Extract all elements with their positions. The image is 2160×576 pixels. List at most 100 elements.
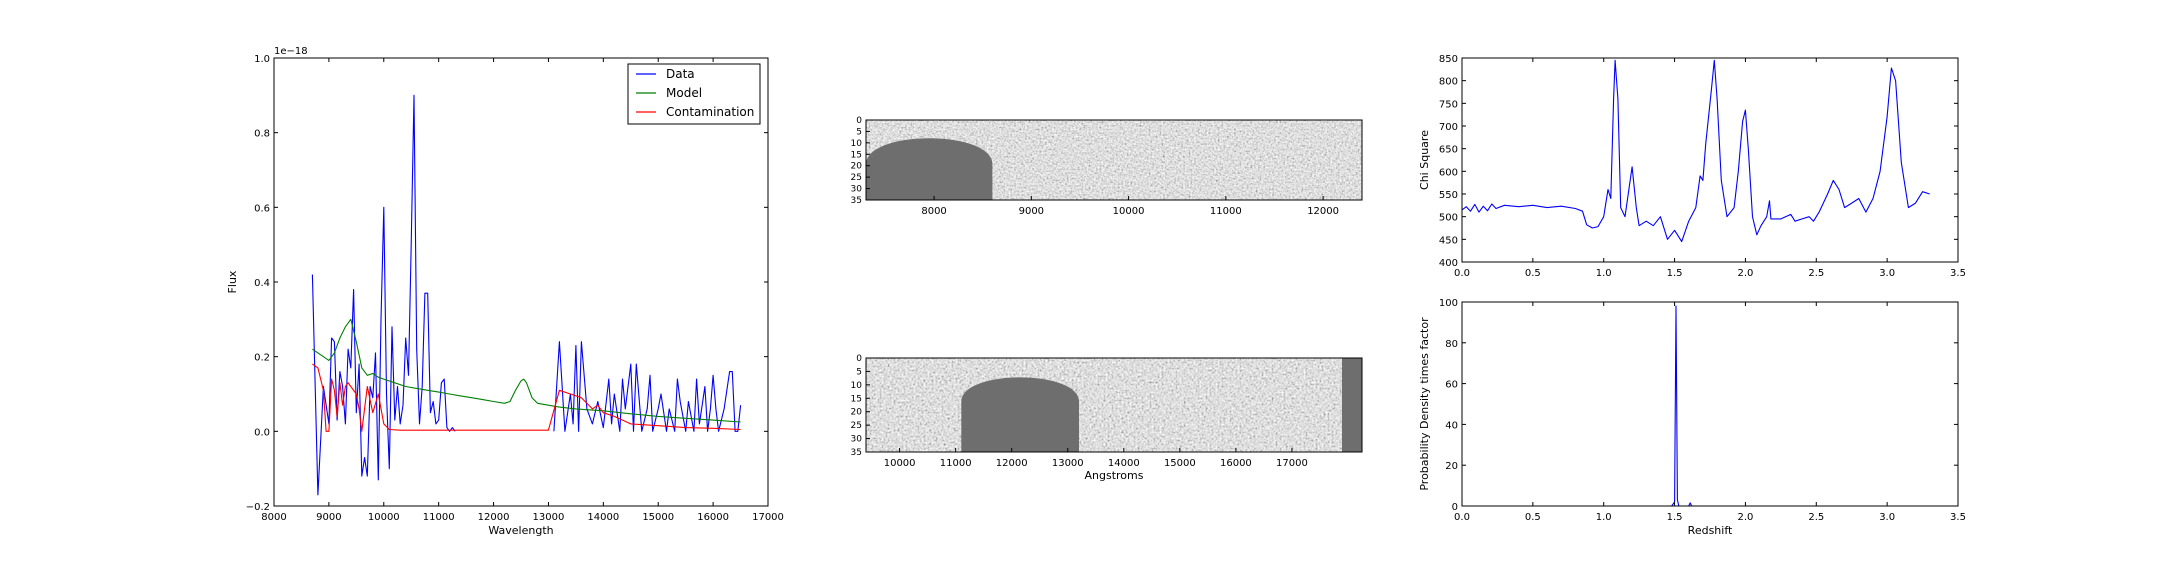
spectrum-1-x-tick-label: 8000: [921, 206, 946, 217]
spectrum-2-x-tick-label: 15000: [1164, 458, 1196, 469]
spectrum-2-masked-region: [961, 377, 1079, 452]
chi-square-x-tick-label: 3.5: [1950, 268, 1966, 279]
probability-density-y-tick-label: 60: [1445, 380, 1458, 391]
spectrum-2-y-tick-label: 10: [851, 381, 863, 391]
probability-density-y-ticks: 0 20 40 60 80 100: [1439, 298, 1958, 513]
probability-density-x-tick-label: 3.0: [1879, 512, 1895, 523]
flux-x-tick-label: 9000: [316, 512, 341, 523]
chi-square-x-tick-label: 0.5: [1525, 268, 1541, 279]
probability-density-y-tick-label: 40: [1445, 420, 1458, 431]
chi-square-y-tick-label: 400: [1439, 258, 1458, 269]
legend-label-data: Data: [666, 67, 695, 81]
flux-x-tick-label: 17000: [752, 512, 784, 523]
flux-series-data: [553, 341, 742, 432]
spectrum-1-y-tick-label: 15: [851, 150, 862, 160]
chi-square-y-tick-label: 550: [1439, 190, 1458, 201]
spectrum-1-frame: [865, 119, 1363, 201]
flux-y-tick-label: 1.0: [254, 54, 270, 65]
flux-offset-label: 1e−18: [274, 46, 308, 57]
flux-axes-frame: [273, 57, 769, 507]
flux-x-ticks: 8000 9000 10000 11000 12000 13000 14000 15000 16…: [261, 58, 784, 523]
probability-density-y-axis-label: Probability Density times factor: [1418, 317, 1431, 491]
flux-x-tick-label: 12000: [478, 512, 510, 523]
chi-square-x-tick-label: 1.0: [1596, 268, 1612, 279]
spectrum-1-y-tick-label: 5: [856, 127, 862, 137]
probability-density-x-tick-label: 0.5: [1525, 512, 1541, 523]
spectrum-2-y-tick-label: 0: [856, 354, 862, 364]
chi-square-y-tick-label: 750: [1439, 99, 1458, 110]
probability-density-x-tick-label: 1.0: [1596, 512, 1612, 523]
spectrum-1-y-tick-label: 10: [851, 139, 863, 149]
chi-square-y-tick-label: 800: [1439, 77, 1458, 88]
spectrum-2-y-tick-label: 5: [856, 367, 862, 377]
spectrum-2-y-tick-label: 15: [851, 394, 862, 404]
spectrum-1-y-tick-label: 30: [851, 185, 863, 195]
spectrum-2-x-tick-label: 14000: [1108, 458, 1140, 469]
flux-y-tick-label: 0.6: [254, 203, 270, 214]
flux-y-tick-label: −0.2: [246, 502, 270, 513]
probability-density-x-ticks: 0.0 0.5 1.0 1.5 2.0 2.5 3.0 3.5: [1454, 302, 1966, 523]
spectrum-1-masked-region: [866, 138, 993, 200]
probability-density-chart: 0.0 0.5 1.0 1.5 2.0 2.5 3.0 3.5 0 20 40 60 80 100 Re…: [1418, 298, 1966, 537]
probability-density-y-tick-label: 80: [1445, 339, 1458, 350]
flux-x-tick-label: 8000: [261, 512, 286, 523]
chi-square-y-tick-label: 650: [1439, 145, 1458, 156]
chi-square-y-ticks: 400 450 500 550 600 650 700 750 800 850: [1439, 54, 1958, 269]
flux-y-ticks: −0.2 0.0 0.2 0.4 0.6 0.8 1.0: [246, 54, 768, 513]
spectrum-2-x-axis-label: Angstroms: [1085, 469, 1144, 482]
spectrum-image-2: 10000 11000 12000 13000 14000 15000 16000 17000…: [851, 354, 1363, 482]
spectrum-1-x-tick-label: 10000: [1113, 206, 1145, 217]
spectrum-1-y-tick-label: 35: [851, 196, 862, 206]
spectrum-2-x-tick-label: 13000: [1052, 458, 1084, 469]
chi-square-plot-area: [1461, 59, 1930, 243]
probability-density-x-axis-label: Redshift: [1688, 524, 1733, 537]
flux-x-axis-label: Wavelength: [488, 524, 553, 537]
flux-series-data: [311, 94, 456, 496]
probability-density-x-tick-label: 0.0: [1454, 512, 1470, 523]
chi-square-y-tick-label: 600: [1439, 167, 1458, 178]
flux-x-tick-label: 16000: [697, 512, 729, 523]
spectrum-1-x-tick-label: 12000: [1307, 206, 1339, 217]
spectrum-1-y-tick-label: 20: [851, 162, 863, 172]
chi-square-y-tick-label: 450: [1439, 235, 1458, 246]
spectrum-2-y-tick-label: 35: [851, 448, 862, 458]
chi-square-x-tick-label: 2.5: [1808, 268, 1824, 279]
flux-y-tick-label: 0.0: [254, 427, 270, 438]
spectrum-1-y-tick-label: 25: [851, 173, 862, 183]
chi-square-x-tick-label: 1.5: [1667, 268, 1683, 279]
spectrum-1-x-tick-label: 11000: [1210, 206, 1242, 217]
spectrum-2-y-ticks: 0 5 10 15 20 25 30 35: [851, 354, 870, 458]
probability-density-axes-frame: [1461, 301, 1959, 507]
probability-density-series-line: [1462, 305, 1930, 507]
spectrum-1-x-ticks: 8000 9000 10000 11000 12000: [921, 196, 1339, 217]
spectrum-2-x-tick-label: 17000: [1276, 458, 1308, 469]
probability-density-x-tick-label: 2.0: [1737, 512, 1753, 523]
spectrum-1-y-tick-label: 0: [856, 116, 862, 126]
flux-series-model: [312, 318, 741, 423]
probability-density-y-tick-label: 20: [1445, 461, 1458, 472]
probability-density-x-tick-label: 2.5: [1808, 512, 1824, 523]
probability-density-x-tick-label: 3.5: [1950, 512, 1966, 523]
legend-label-model: Model: [666, 86, 702, 100]
spectrum-2-y-tick-label: 30: [851, 435, 863, 445]
spectrum-2-x-tick-label: 10000: [884, 458, 916, 469]
chi-square-y-tick-label: 850: [1439, 54, 1458, 65]
flux-y-tick-label: 0.8: [254, 129, 270, 140]
spectrum-1-x-tick-label: 9000: [1019, 206, 1044, 217]
probability-density-plot-area: [1462, 305, 1930, 507]
chi-square-y-tick-label: 500: [1439, 213, 1458, 224]
chi-square-x-ticks: 0.0 0.5 1.0 1.5 2.0 2.5 3.0 3.5: [1454, 58, 1966, 279]
spectrum-2-noise: [866, 358, 1362, 452]
probability-density-y-tick-label: 0: [1452, 502, 1458, 513]
chi-square-y-axis-label: Chi Square: [1418, 130, 1431, 190]
chi-square-chart: 0.0 0.5 1.0 1.5 2.0 2.5 3.0 3.5 400 450 500 550 600…: [1418, 54, 1966, 279]
flux-x-tick-label: 14000: [587, 512, 619, 523]
spectrum-2-x-tick-label: 16000: [1220, 458, 1252, 469]
flux-x-tick-label: 11000: [423, 512, 455, 523]
flux-y-axis-label: Flux: [226, 270, 239, 293]
spectrum-2-y-tick-label: 20: [851, 408, 863, 418]
flux-chart: 8000 9000 10000 11000 12000 13000 14000 15000 16…: [226, 46, 784, 537]
